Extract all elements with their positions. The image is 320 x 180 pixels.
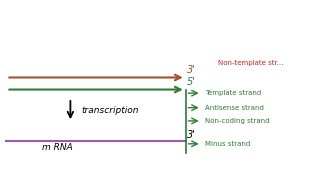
Text: Minus strand: Minus strand (205, 141, 250, 147)
Text: Antisense strand: Antisense strand (205, 105, 264, 111)
Text: 5': 5' (187, 77, 196, 87)
Text: Template strand: Template strand (205, 90, 261, 96)
Text: Non-template str...: Non-template str... (218, 60, 283, 66)
Text: m RNA: m RNA (42, 143, 73, 152)
Text: Coding and   tamplet: Coding and tamplet (0, 16, 320, 44)
Text: transcription: transcription (82, 105, 139, 114)
Text: 3': 3' (187, 65, 196, 75)
Text: Non-coding strand: Non-coding strand (205, 118, 269, 124)
Text: 3': 3' (187, 130, 196, 140)
